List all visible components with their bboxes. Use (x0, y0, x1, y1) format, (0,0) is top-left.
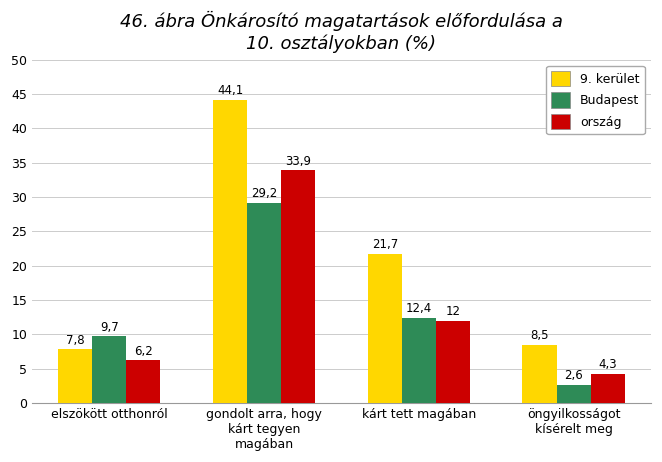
Bar (247, 202, 281, 403)
Bar (126, 360, 160, 403)
Text: 33,9: 33,9 (285, 154, 311, 168)
Text: 29,2: 29,2 (251, 187, 277, 200)
Text: 9,7: 9,7 (100, 321, 118, 334)
Text: 12,4: 12,4 (406, 302, 432, 315)
Text: 4,3: 4,3 (598, 358, 617, 371)
Text: 6,2: 6,2 (134, 345, 153, 358)
Bar (213, 100, 247, 403)
Text: 2,6: 2,6 (564, 370, 583, 383)
Bar (436, 321, 470, 403)
Bar (591, 373, 624, 403)
Bar (557, 385, 591, 403)
Text: 44,1: 44,1 (217, 85, 243, 97)
Text: 12: 12 (446, 305, 460, 318)
Bar (281, 170, 315, 403)
Bar (402, 318, 436, 403)
Text: 8,5: 8,5 (530, 329, 549, 342)
Legend: 9. kerület, Budapest, ország: 9. kerület, Budapest, ország (546, 66, 645, 134)
Bar (58, 349, 92, 403)
Bar (92, 336, 126, 403)
Bar (522, 345, 557, 403)
Bar (367, 254, 402, 403)
Title: 46. ábra Önkárosító magatartások előfordulása a
10. osztályokban (%): 46. ábra Önkárosító magatartások előford… (120, 11, 563, 53)
Text: 7,8: 7,8 (66, 334, 85, 346)
Text: 21,7: 21,7 (371, 238, 398, 251)
